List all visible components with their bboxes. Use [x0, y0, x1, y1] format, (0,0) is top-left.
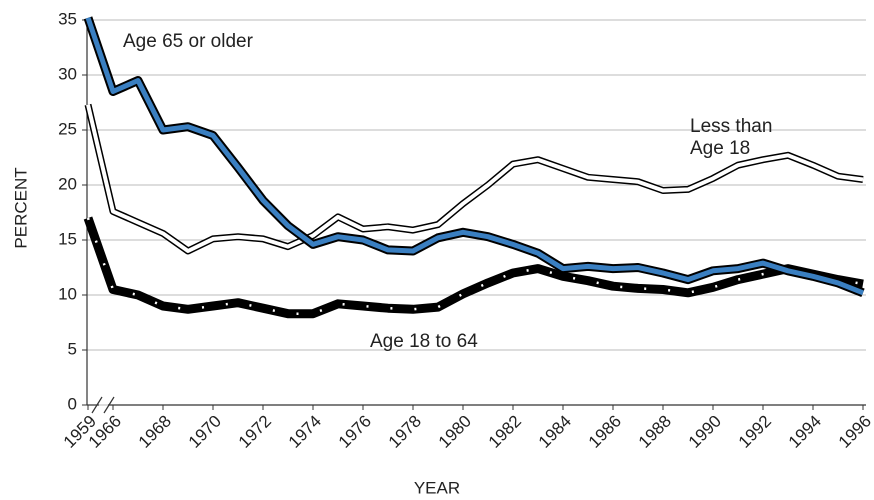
y-tick-label: 20 — [58, 174, 77, 193]
annotation: Age 18 to 64 — [370, 331, 478, 352]
axis-break — [103, 396, 115, 414]
y-tick-label: 25 — [58, 119, 77, 138]
line — [85, 16, 864, 296]
y-tick-label: 15 — [58, 229, 77, 248]
x-tick-label: 1974 — [285, 412, 325, 452]
x-tick-label: 1996 — [835, 412, 874, 452]
x-tick-label: 1978 — [385, 412, 425, 452]
x-tick-label: 1992 — [735, 412, 775, 452]
x-tick-label: 1972 — [235, 412, 275, 452]
line — [86, 104, 864, 253]
x-tick-label: 1980 — [435, 412, 475, 452]
x-tick-label: 1990 — [685, 412, 725, 452]
annotation: Age 65 or older — [123, 31, 253, 52]
y-tick-label: 30 — [58, 64, 77, 83]
x-tick-label: 1968 — [135, 412, 175, 452]
y-tick-label: 0 — [68, 394, 77, 413]
x-axis-label: YEAR — [414, 478, 460, 497]
x-tick-label: 1970 — [185, 412, 225, 452]
x-tick-label: 1982 — [485, 412, 525, 452]
y-tick-label: 35 — [58, 9, 77, 28]
axis-break — [91, 396, 103, 414]
annotation: Less than Age 18 — [690, 116, 773, 159]
y-tick-label: 5 — [68, 339, 77, 358]
x-tick-label: 1984 — [535, 412, 575, 452]
line-outline — [83, 216, 864, 319]
y-axis-label: PERCENT — [11, 167, 30, 248]
x-tick-label: 1976 — [335, 412, 375, 452]
x-tick-label: 1986 — [585, 412, 625, 452]
x-tick-label: 1988 — [635, 412, 675, 452]
y-tick-label: 10 — [58, 284, 77, 303]
x-tick-label: 1994 — [785, 412, 825, 452]
